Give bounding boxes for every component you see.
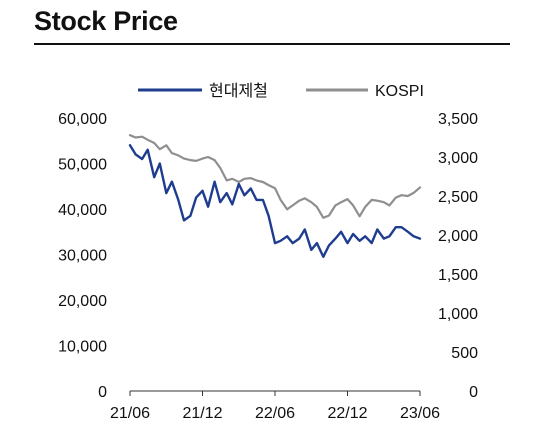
series-line-kospi <box>128 134 422 219</box>
y-left-tick-label: 30,000 <box>58 248 107 265</box>
y-right-tick-label: 2,500 <box>438 189 478 206</box>
y-right-tick-label: 0 <box>469 384 478 401</box>
y-right-tick-label: 3,500 <box>438 111 478 128</box>
legend: 현대제철 KOSPI <box>138 82 424 100</box>
plot-area <box>128 134 422 258</box>
y-right-tick-label: 1,000 <box>438 306 478 323</box>
y-left-tick-label: 40,000 <box>58 202 107 219</box>
page-title: Stock Price <box>34 6 178 36</box>
y-left-tick-label: 20,000 <box>58 293 107 310</box>
x-tick-label: 22/06 <box>255 405 295 422</box>
x-tick-label: 22/12 <box>327 405 367 422</box>
y-left-tick-label: 10,000 <box>58 339 107 356</box>
axes: 21/06 21/12 22/06 22/12 23/06 0 10,000 20,000 30… <box>58 111 478 422</box>
series-line-hyundai-steel <box>128 144 422 258</box>
y-left-tick-label: 60,000 <box>58 111 107 128</box>
y-right-tick-label: 500 <box>451 345 478 362</box>
x-tick-label: 23/06 <box>400 405 440 422</box>
x-tick-label: 21/12 <box>182 405 222 422</box>
y-right-tick-label: 2,000 <box>438 228 478 245</box>
y-left-tick-label: 0 <box>98 384 107 401</box>
x-tick-label: 21/06 <box>110 405 150 422</box>
y-right-tick-label: 3,000 <box>438 150 478 167</box>
y-right-tick-label: 1,500 <box>438 267 478 284</box>
legend-label-kospi: KOSPI <box>375 83 424 100</box>
legend-label-hyundai-steel: 현대제철 <box>209 82 268 100</box>
y-left-tick-label: 50,000 <box>58 157 107 174</box>
title-divider <box>34 43 510 45</box>
